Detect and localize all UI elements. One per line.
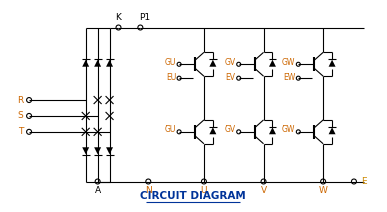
Text: E: E [361, 177, 366, 186]
Polygon shape [329, 127, 336, 134]
Text: GV: GV [224, 58, 236, 67]
Polygon shape [82, 60, 89, 67]
Polygon shape [94, 60, 101, 67]
Text: P1: P1 [139, 13, 150, 22]
Text: K: K [116, 13, 122, 22]
Polygon shape [106, 147, 113, 154]
Text: CIRCUIT DIAGRAM: CIRCUIT DIAGRAM [140, 191, 246, 201]
Text: G̅W: G̅W [282, 125, 295, 134]
Polygon shape [269, 60, 276, 67]
Text: G̅U: G̅U [165, 125, 176, 134]
Text: W: W [319, 187, 327, 195]
Text: EU: EU [166, 73, 176, 82]
Text: EV: EV [226, 73, 236, 82]
Polygon shape [82, 147, 89, 154]
Text: EW: EW [283, 73, 295, 82]
Text: GU: GU [165, 58, 176, 67]
Text: G̅V: G̅V [224, 125, 236, 134]
Text: U: U [201, 187, 207, 195]
Polygon shape [329, 60, 336, 67]
Text: A: A [94, 187, 101, 195]
Text: N: N [145, 187, 152, 195]
Text: T: T [18, 127, 23, 136]
Polygon shape [269, 127, 276, 134]
Text: V: V [260, 187, 267, 195]
Polygon shape [209, 127, 216, 134]
Text: S: S [17, 112, 23, 120]
Text: R: R [17, 96, 23, 105]
Text: GW: GW [282, 58, 295, 67]
Polygon shape [106, 60, 113, 67]
Polygon shape [209, 60, 216, 67]
Polygon shape [94, 147, 101, 154]
